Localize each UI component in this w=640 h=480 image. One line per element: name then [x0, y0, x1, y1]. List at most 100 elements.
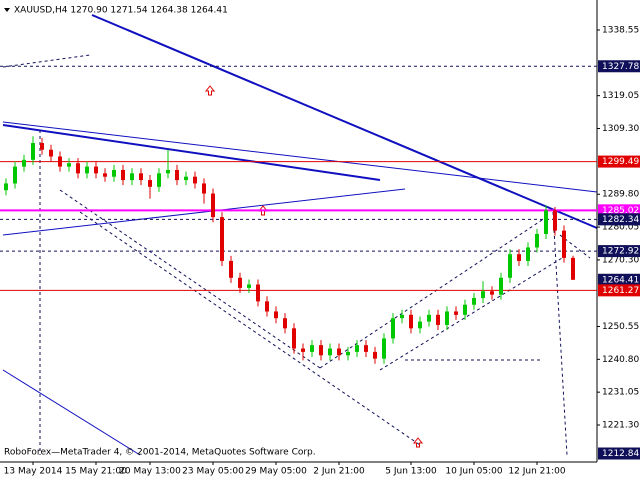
- candle-body: [517, 254, 521, 261]
- candle-body: [553, 210, 557, 231]
- candle-body: [49, 149, 53, 157]
- level-label: 1261.27: [602, 286, 639, 296]
- dashed-drawings: [2, 54, 591, 456]
- candle-body: [310, 345, 314, 352]
- candle-body: [544, 210, 548, 234]
- candle-body: [274, 311, 278, 319]
- level-label: 1282.34: [602, 215, 639, 225]
- x-tick-label: 10 Jun 05:00: [445, 467, 502, 477]
- candle-body: [382, 338, 386, 359]
- level-label-box: [598, 60, 640, 73]
- x-tick-label: 12 Jun 21:00: [508, 467, 565, 477]
- trendline: [91, 14, 598, 229]
- candle-body: [418, 321, 422, 329]
- candle-body: [292, 328, 296, 349]
- trendline: [2, 124, 381, 181]
- candle-body: [4, 183, 8, 191]
- candle-body: [436, 314, 440, 325]
- symbol-icon: [4, 8, 10, 12]
- level-label: 1272.92: [602, 247, 639, 257]
- candle-body: [85, 166, 89, 174]
- candle-body: [94, 166, 98, 174]
- y-tick-label: 1289.80: [602, 190, 639, 200]
- candle-body: [40, 143, 44, 150]
- candle-body: [463, 304, 467, 315]
- candle-body: [355, 345, 359, 352]
- y-tick-label: 1309.30: [602, 124, 639, 134]
- level-label-box: [598, 245, 640, 258]
- candle-body: [391, 318, 395, 339]
- candle-body: [22, 159, 26, 167]
- candle-body: [31, 143, 35, 160]
- y-tick-label: 1280.05: [602, 223, 639, 233]
- candle-body: [166, 169, 170, 174]
- candle-body: [58, 156, 62, 167]
- candle-body: [13, 166, 17, 184]
- candle-body: [364, 345, 368, 352]
- candle-body: [112, 169, 116, 177]
- candle-body: [193, 176, 197, 184]
- candle-body: [562, 230, 566, 258]
- level-label-box: [598, 447, 640, 460]
- level-label-box: [598, 273, 640, 286]
- candle-body: [121, 169, 125, 181]
- candle-body: [76, 163, 80, 174]
- candle-body: [472, 297, 476, 305]
- arrow-up: [412, 437, 424, 448]
- trendline: [2, 121, 598, 193]
- candle-body: [490, 291, 494, 295]
- x-tick-label: 5 Jun 13:00: [385, 467, 437, 477]
- arrow-up: [204, 85, 216, 96]
- candle-body: [229, 260, 233, 278]
- y-tick-label: 1319.05: [602, 91, 639, 101]
- level-label-box: [598, 204, 640, 217]
- copyright: RoboForex—MetaTrader 4, © 2001-2014, Met…: [4, 448, 316, 458]
- candle-body: [265, 301, 269, 312]
- x-tick-label: 2 Jun 21:00: [313, 467, 365, 477]
- candle-body: [409, 314, 413, 329]
- candle-body: [301, 348, 305, 352]
- candle-body: [499, 277, 503, 295]
- level-label: 1327.78: [602, 62, 639, 72]
- candle-body: [445, 311, 449, 325]
- candle-body: [283, 318, 287, 329]
- y-tick-label: 1270.30: [602, 255, 639, 265]
- chart-title: XAUUSD,H4 1270.90 1271.54 1264.38 1264.4…: [14, 6, 228, 16]
- candle-body: [238, 277, 242, 288]
- y-tick-label: 1221.30: [602, 421, 639, 431]
- candle-body: [220, 217, 224, 261]
- candle-body: [148, 180, 152, 187]
- candle-body: [400, 314, 404, 319]
- candle-body: [481, 291, 485, 298]
- candle-body: [526, 247, 530, 261]
- candle-body: [202, 183, 206, 194]
- dashed-line: [79, 211, 421, 446]
- candle-body: [508, 254, 512, 278]
- candle-body: [130, 173, 134, 181]
- candle-body: [139, 173, 143, 181]
- candle-body: [256, 284, 260, 302]
- y-tick-label: 1240.80: [602, 355, 639, 365]
- level-label-box: [598, 155, 640, 168]
- candle-body: [337, 348, 341, 356]
- candle-body: [319, 345, 323, 356]
- candle-body: [184, 176, 188, 181]
- level-label: 1285.02: [602, 206, 639, 216]
- candle-body: [103, 173, 107, 177]
- candle-body: [535, 233, 539, 248]
- level-label: 1212.84: [602, 449, 639, 459]
- level-label-box: [598, 213, 640, 226]
- x-tick-label: 15 May 21:00: [65, 467, 127, 477]
- candle-body: [427, 314, 431, 322]
- y-tick-label: 1231.05: [602, 388, 639, 398]
- level-label-box: [598, 284, 640, 297]
- candle-body: [157, 173, 161, 187]
- candle-body: [175, 169, 179, 181]
- x-tick-label: 23 May 05:00: [182, 467, 244, 477]
- candle-body: [211, 193, 215, 218]
- trendline: [2, 369, 141, 456]
- y-tick-label: 1338.55: [602, 25, 639, 35]
